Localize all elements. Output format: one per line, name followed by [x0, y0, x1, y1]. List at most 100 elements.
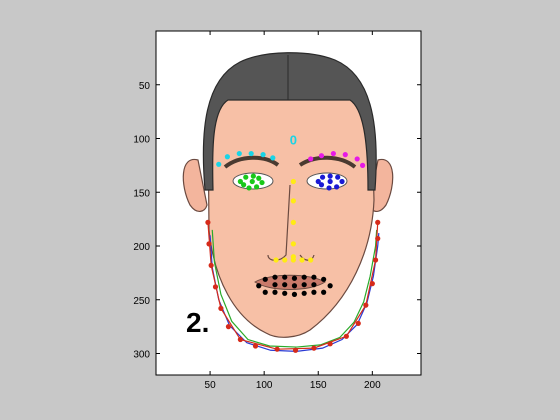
mouth-point	[256, 283, 262, 289]
jaw-contour-point	[327, 341, 333, 347]
right-eyebrow-point	[308, 156, 314, 162]
nose-point	[273, 257, 279, 263]
jaw-contour-point	[206, 241, 212, 247]
left-eyebrow-point	[216, 161, 222, 167]
left-eye-point	[253, 184, 260, 190]
mouth-point	[321, 289, 327, 295]
mouth-point	[282, 274, 288, 280]
mouth-point	[311, 282, 317, 288]
right-eye-point	[318, 182, 325, 188]
left-eye-point	[241, 182, 247, 188]
mouth-point	[282, 282, 288, 288]
right-eyebrow-point	[330, 150, 336, 157]
axes-frame	[155, 30, 422, 376]
left-eyebrow-point	[236, 150, 242, 157]
jaw-contour-point	[311, 345, 317, 351]
x-tick-label: 200	[364, 380, 381, 391]
y-tick-label: 50	[139, 81, 151, 92]
jaw-contour-point	[252, 343, 259, 349]
mouth-point	[262, 276, 268, 282]
mouth-point	[272, 289, 278, 295]
nose-point	[290, 257, 296, 263]
right-eyebrow-point	[359, 162, 366, 168]
right-eyebrow-point	[342, 152, 348, 158]
jaw-contour-point	[375, 219, 381, 225]
jaw-contour-point	[369, 281, 375, 287]
nose-point	[282, 257, 288, 263]
right-eye-point	[339, 178, 345, 185]
mouth-point	[301, 274, 307, 280]
jaw-contour-point	[375, 235, 381, 242]
left-eye-point	[243, 174, 249, 180]
right-eye-point	[334, 184, 340, 190]
right-eye-point	[315, 178, 321, 185]
left-eyebrow-point	[248, 150, 254, 157]
mouth-point	[282, 290, 288, 296]
nose-point	[290, 178, 296, 185]
left-eye-point	[249, 178, 255, 185]
left-eyebrow-drawing	[223, 155, 280, 169]
nose-point	[290, 219, 296, 225]
jaw-contour-point	[372, 257, 379, 263]
mouth-point	[321, 276, 327, 282]
left-eye-point	[259, 179, 265, 186]
mouth-point	[327, 283, 333, 289]
x-axis: 50 100 150 200	[205, 31, 381, 391]
mouth-point	[301, 290, 307, 296]
y-axis: 50 100 150 200 250 300	[133, 81, 421, 361]
jaw-contour-point	[343, 333, 349, 339]
mouth-point	[272, 274, 278, 280]
jaw-contour-point	[355, 320, 361, 326]
mouth-point	[311, 289, 317, 295]
right-eye-point	[326, 185, 332, 191]
x-tick-label: 100	[256, 380, 273, 391]
fitted-jaw-curve-1	[211, 229, 378, 348]
hair	[202, 52, 377, 191]
y-tick-label: 200	[133, 242, 150, 253]
y-tick-label: 150	[133, 188, 150, 199]
nose-point	[308, 257, 314, 263]
landmark-points	[205, 150, 381, 353]
left-ear	[182, 158, 208, 212]
y-tick-label: 100	[133, 135, 150, 146]
x-tick-label: 150	[310, 380, 327, 391]
x-tick-label: 50	[205, 380, 217, 391]
annotation-zero: 0	[290, 133, 297, 148]
jaw-contour-point	[218, 305, 224, 311]
y-tick-label: 300	[133, 350, 150, 361]
right-eye-point	[319, 174, 326, 180]
left-eye-point	[256, 175, 262, 181]
jaw-contour-point	[292, 347, 299, 353]
left-eye-point	[250, 173, 256, 179]
left-eyebrow-point	[224, 154, 230, 160]
mouth-point	[272, 282, 278, 288]
nose-point	[299, 257, 305, 263]
jaw-contour-point	[363, 302, 369, 308]
mouth-point	[311, 274, 317, 280]
right-eye-point	[327, 173, 333, 179]
mouth-point	[291, 283, 298, 289]
nose-point	[290, 241, 296, 247]
left-eyebrow-point	[260, 152, 266, 158]
mouth-point	[262, 289, 268, 295]
jaw-contour-point	[225, 324, 232, 330]
face-illustration	[182, 52, 394, 338]
left-eye-point	[237, 178, 243, 185]
jaw-contour-point	[208, 262, 214, 268]
y-tick-label: 250	[133, 296, 150, 307]
image-label: 2.	[186, 307, 209, 338]
left-eye-point	[246, 185, 252, 191]
right-eyebrow-point	[354, 156, 360, 162]
left-eyebrow-point	[270, 155, 276, 161]
jaw-contour-point	[274, 346, 280, 352]
nose-point	[290, 198, 296, 204]
right-eyebrow-point	[318, 153, 325, 159]
mouth-point	[301, 282, 307, 288]
jaw-contour-point	[205, 219, 211, 225]
right-eye-point	[335, 174, 341, 180]
mouth-point	[291, 275, 298, 281]
jaw-contour-point	[237, 336, 243, 343]
jaw-contour-point	[212, 284, 219, 290]
mouth-point	[291, 291, 298, 297]
